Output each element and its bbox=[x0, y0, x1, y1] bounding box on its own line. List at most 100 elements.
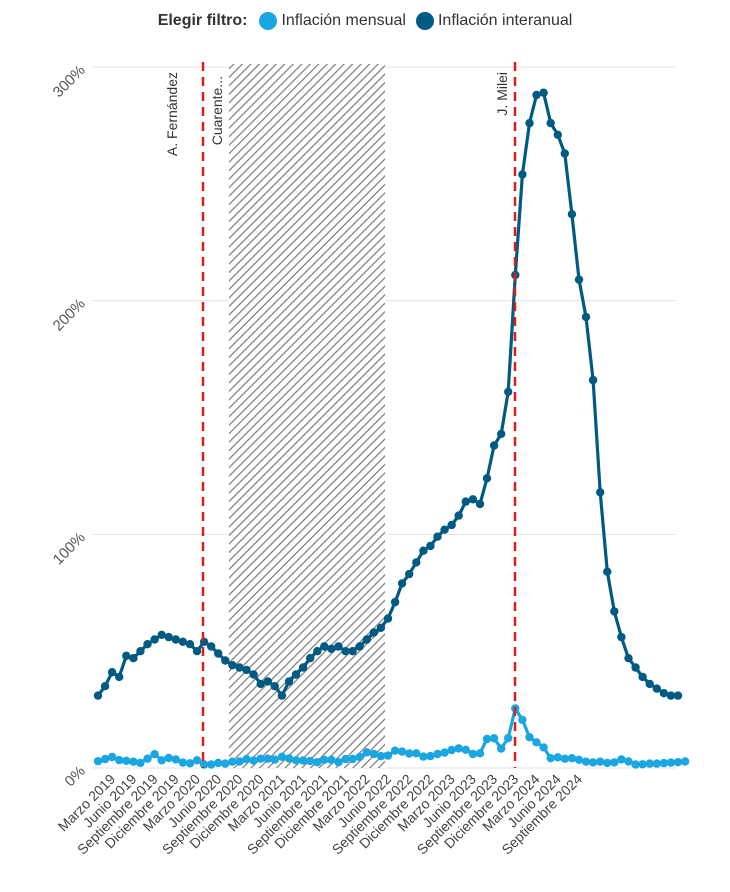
point-interanual bbox=[263, 677, 272, 686]
point-mensual bbox=[199, 760, 209, 769]
point-mensual bbox=[284, 754, 294, 763]
y-tick-label: 0% bbox=[61, 763, 88, 790]
point-mensual bbox=[397, 747, 407, 756]
legend-item-mensual[interactable]: Inflación mensual bbox=[259, 12, 406, 30]
point-mensual bbox=[306, 756, 315, 766]
point-interanual bbox=[624, 654, 633, 663]
point-mensual bbox=[136, 758, 145, 768]
point-mensual bbox=[355, 752, 364, 762]
point-mensual bbox=[525, 733, 534, 742]
point-mensual bbox=[327, 755, 336, 764]
point-interanual bbox=[497, 429, 506, 439]
point-mensual bbox=[277, 752, 287, 761]
point-mensual bbox=[631, 760, 640, 769]
point-interanual bbox=[588, 375, 598, 385]
point-mensual bbox=[426, 751, 435, 761]
point-interanual bbox=[256, 679, 265, 689]
point-interanual bbox=[376, 623, 386, 632]
legend-swatch-interanual bbox=[415, 12, 434, 30]
point-interanual bbox=[617, 632, 626, 642]
point-interanual bbox=[397, 579, 407, 588]
point-interanual bbox=[122, 651, 131, 660]
point-interanual bbox=[362, 635, 371, 644]
point-interanual bbox=[214, 649, 223, 658]
point-interanual bbox=[327, 644, 336, 653]
period-band: Cuarente... bbox=[209, 64, 385, 768]
point-interanual bbox=[306, 654, 315, 663]
point-mensual bbox=[596, 757, 605, 766]
point-interanual bbox=[666, 691, 676, 700]
point-mensual bbox=[122, 756, 131, 765]
point-mensual bbox=[581, 757, 591, 766]
point-interanual bbox=[610, 607, 619, 616]
point-mensual bbox=[405, 749, 414, 758]
point-interanual bbox=[461, 497, 470, 506]
point-mensual bbox=[659, 758, 669, 768]
point-mensual bbox=[383, 751, 393, 760]
point-mensual bbox=[256, 754, 265, 763]
point-interanual bbox=[596, 488, 605, 497]
point-mensual bbox=[454, 744, 463, 753]
point-interanual bbox=[638, 672, 647, 682]
point-interanual bbox=[567, 210, 577, 219]
point-mensual bbox=[532, 738, 541, 747]
legend-item-interanual[interactable]: Inflación interanual bbox=[415, 12, 573, 30]
point-interanual bbox=[313, 647, 322, 656]
legend-title: Elegir filtro: bbox=[157, 12, 248, 29]
point-mensual bbox=[666, 758, 676, 767]
point-interanual bbox=[390, 597, 400, 607]
point-mensual bbox=[362, 748, 371, 757]
point-mensual bbox=[249, 756, 258, 765]
point-interanual bbox=[631, 663, 640, 672]
point-interanual bbox=[348, 647, 357, 656]
point-interanual bbox=[645, 679, 654, 689]
series-group bbox=[93, 88, 690, 769]
point-mensual bbox=[390, 746, 400, 755]
point-mensual bbox=[192, 756, 202, 765]
point-mensual bbox=[560, 754, 569, 763]
point-interanual bbox=[419, 546, 428, 555]
point-interanual bbox=[185, 640, 195, 649]
point-mensual bbox=[504, 733, 513, 743]
point-mensual bbox=[624, 757, 633, 766]
point-interanual bbox=[228, 661, 237, 670]
point-interanual bbox=[242, 665, 251, 675]
point-interanual bbox=[603, 567, 612, 576]
point-mensual bbox=[228, 757, 237, 766]
point-mensual bbox=[242, 754, 251, 764]
point-interanual bbox=[100, 682, 110, 691]
point-interanual bbox=[171, 635, 180, 644]
point-mensual bbox=[341, 754, 350, 764]
point-interanual bbox=[298, 663, 308, 672]
legend-label-mensual: Inflación mensual bbox=[281, 12, 406, 29]
point-mensual bbox=[652, 759, 661, 768]
point-mensual bbox=[235, 757, 244, 766]
point-mensual bbox=[482, 734, 492, 744]
point-mensual bbox=[497, 744, 506, 753]
point-interanual bbox=[426, 541, 435, 551]
point-interanual bbox=[178, 637, 188, 646]
point-mensual bbox=[461, 745, 470, 754]
point-mensual bbox=[610, 758, 619, 767]
point-interanual bbox=[433, 532, 442, 541]
point-mensual bbox=[588, 758, 598, 767]
point-interanual bbox=[574, 275, 584, 284]
point-interanual bbox=[291, 670, 301, 679]
point-mensual bbox=[178, 758, 188, 767]
point-interanual bbox=[652, 684, 661, 693]
point-interanual bbox=[320, 642, 329, 651]
point-interanual bbox=[355, 642, 364, 651]
legend-label-interanual: Inflación interanual bbox=[437, 12, 573, 29]
point-mensual bbox=[574, 755, 584, 764]
point-mensual bbox=[107, 752, 117, 762]
point-interanual bbox=[518, 170, 527, 179]
point-interanual bbox=[405, 569, 414, 579]
point-interanual bbox=[553, 130, 562, 139]
point-mensual bbox=[143, 754, 152, 763]
point-mensual bbox=[546, 754, 555, 763]
point-mensual bbox=[185, 759, 195, 768]
point-interanual bbox=[475, 499, 485, 509]
period-label-cuarentena: Cuarente... bbox=[209, 76, 225, 145]
